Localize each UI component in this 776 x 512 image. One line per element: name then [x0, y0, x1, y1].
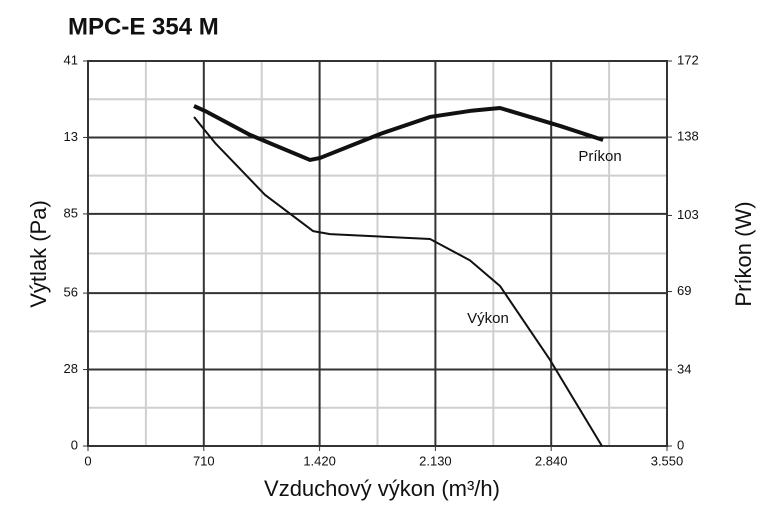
- y-tick-label: 56: [64, 285, 78, 300]
- y-tick-label: 85: [64, 205, 78, 220]
- series-label: Príkon: [578, 148, 621, 165]
- x-tick-label: 710: [193, 453, 215, 468]
- plot-frame: [87, 60, 668, 447]
- y2-tick-label: 103: [677, 207, 699, 222]
- y2-axis-title: Príkon (W): [731, 201, 756, 306]
- y-tick-label: 0: [71, 437, 78, 452]
- y-tick-label: 41: [64, 52, 78, 67]
- x-tick-label: 2.130: [419, 453, 452, 468]
- x-tick-label: 3.550: [651, 453, 684, 468]
- series-line: [193, 116, 603, 447]
- y-axis-title: Výtlak (Pa): [26, 200, 51, 308]
- y2-tick-label: 34: [677, 361, 691, 376]
- x-tick-label: 2.840: [535, 453, 568, 468]
- y2-tick-label: 0: [677, 437, 684, 452]
- chart-title: MPC-E 354 M: [68, 13, 219, 40]
- y2-tick-label: 138: [677, 129, 699, 144]
- y2-tick-label: 69: [677, 283, 691, 298]
- x-tick-label: 0: [84, 453, 91, 468]
- x-tick-label: 1.420: [303, 453, 336, 468]
- series-line: [193, 104, 604, 162]
- y-tick-label: 28: [64, 361, 78, 376]
- y2-tick-label: 172: [677, 52, 699, 67]
- x-axis-title: Vzduchový výkon (m³/h): [264, 476, 500, 501]
- series-label: Výkon: [467, 310, 509, 327]
- y-tick-label: 13: [64, 129, 78, 144]
